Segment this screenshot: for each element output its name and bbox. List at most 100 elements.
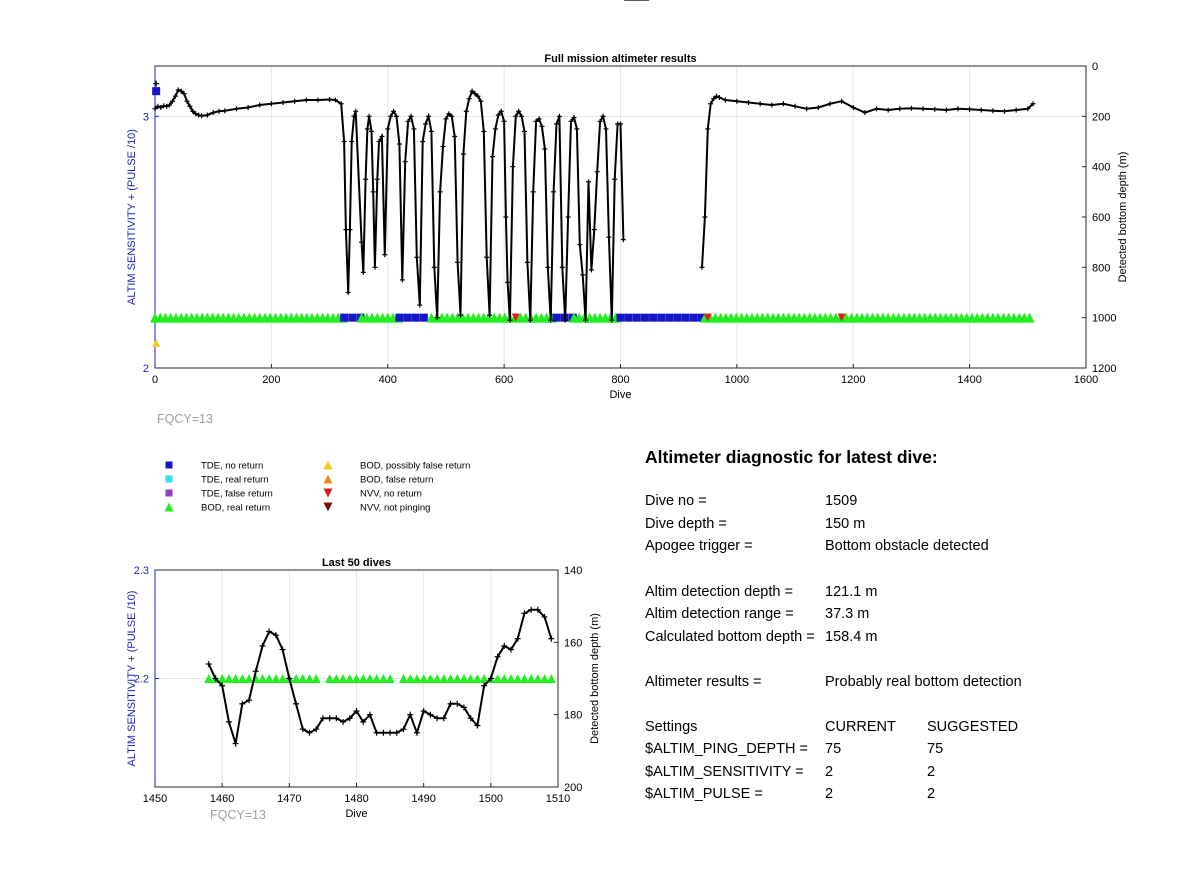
depth-point: [405, 118, 411, 124]
depth-point: [303, 97, 309, 103]
legend-marker: [165, 489, 173, 497]
depth-point: [222, 108, 228, 114]
depth-point: [327, 96, 333, 102]
altim-detection-depth-label: Altim detection depth =: [645, 584, 793, 600]
depth-point: [293, 700, 300, 707]
settings-header-current: CURRENT: [825, 719, 896, 735]
depth-point: [396, 141, 402, 147]
x-tick-label: 200: [262, 374, 280, 386]
x-tick-label: 0: [152, 374, 158, 386]
depth-point: [454, 700, 461, 707]
depth-point: [268, 101, 274, 107]
status-marker: [271, 674, 281, 683]
depth-point: [536, 116, 542, 122]
setting-suggested: 75: [927, 741, 944, 757]
y-axis-label: ALTIM SENSITIVITY + (PULSE /10): [126, 591, 138, 767]
altimeter-results-value: Probably real bottom detection: [825, 674, 1022, 690]
depth-point: [155, 103, 161, 109]
depth-point: [708, 101, 714, 107]
status-marker: [419, 313, 428, 322]
depth-point: [484, 254, 490, 260]
depth-point: [539, 123, 545, 129]
depth-point: [393, 113, 399, 119]
status-marker: [231, 674, 241, 683]
dive-depth-value: 150 m: [825, 516, 866, 532]
dive-no-value: 1509: [825, 493, 858, 509]
status-marker: [345, 674, 355, 683]
diagnostic-title: Altimeter diagnostic for latest dive:: [645, 447, 938, 467]
legend-label: TDE, false return: [201, 489, 273, 500]
depth-point: [199, 113, 205, 119]
depth-point: [792, 103, 798, 109]
depth-point: [609, 317, 615, 323]
status-marker: [697, 313, 706, 322]
depth-point: [533, 118, 539, 124]
depth-point: [711, 96, 717, 102]
depth-point: [167, 102, 173, 108]
depth-point: [1013, 107, 1019, 113]
depth-point: [577, 242, 583, 248]
depth-point: [292, 98, 298, 104]
depth-point: [487, 675, 494, 682]
status-marker: [632, 313, 641, 322]
depth-point: [428, 128, 434, 134]
depth-point: [460, 151, 466, 157]
legend-item: TDE, no return: [165, 461, 263, 472]
depth-point: [559, 264, 565, 270]
depth-point: [341, 139, 347, 144]
legend-label: NVV, not pinging: [360, 503, 430, 514]
depth-point: [606, 234, 612, 240]
status-marker: [331, 674, 341, 683]
depth-point: [516, 108, 522, 114]
depth-point: [340, 718, 347, 725]
depth-point: [411, 126, 417, 132]
depth-point: [219, 682, 226, 689]
depth-point: [364, 126, 370, 132]
depth-point: [212, 675, 219, 682]
depth-line: [207, 608, 553, 744]
legend-item: NVV, no return: [323, 488, 422, 500]
depth-point: [449, 113, 455, 119]
depth-point: [266, 628, 273, 635]
depth-point: [503, 214, 509, 220]
depth-point: [519, 113, 525, 119]
depth-point: [446, 111, 452, 117]
status-marker: [378, 674, 388, 683]
settings-header-suggested: SUGGESTED: [927, 719, 1019, 735]
status-marker: [411, 313, 420, 322]
status-marker: [657, 313, 666, 322]
legend-item: NVV, not pinging: [323, 502, 430, 514]
y2-tick-label: 600: [1092, 212, 1110, 224]
setting-current: 75: [825, 741, 842, 757]
depth-point: [427, 711, 434, 718]
y2-tick-label: 1200: [1092, 363, 1116, 375]
legend-label: NVV, no return: [360, 489, 422, 500]
legend-marker: [323, 474, 333, 484]
status-marker: [395, 313, 404, 322]
depth-point: [827, 101, 833, 107]
depth-point: [423, 121, 429, 127]
depth-point: [618, 121, 623, 127]
depth-point: [583, 317, 589, 323]
depth-point: [400, 726, 407, 733]
legend-item: BOD, possibly false return: [323, 460, 470, 472]
status-marker: [365, 674, 375, 683]
depth-point: [920, 106, 926, 112]
depth-point: [514, 635, 521, 642]
depth-point: [481, 682, 488, 689]
status-marker: [526, 674, 536, 683]
settings-header-label: Settings: [645, 719, 698, 735]
depth-point: [457, 312, 463, 318]
status-marker: [466, 674, 476, 683]
depth-point: [498, 108, 504, 114]
status-marker: [506, 674, 516, 683]
depth-point: [932, 106, 938, 112]
depth-point: [420, 708, 427, 715]
status-marker: [673, 313, 682, 322]
x-axis-label: Dive: [609, 389, 631, 401]
legend-label: BOD, possibly false return: [360, 461, 470, 472]
depth-point: [603, 126, 609, 132]
depth-point: [187, 103, 193, 109]
depth-point: [588, 267, 594, 273]
status-marker: [264, 674, 274, 683]
